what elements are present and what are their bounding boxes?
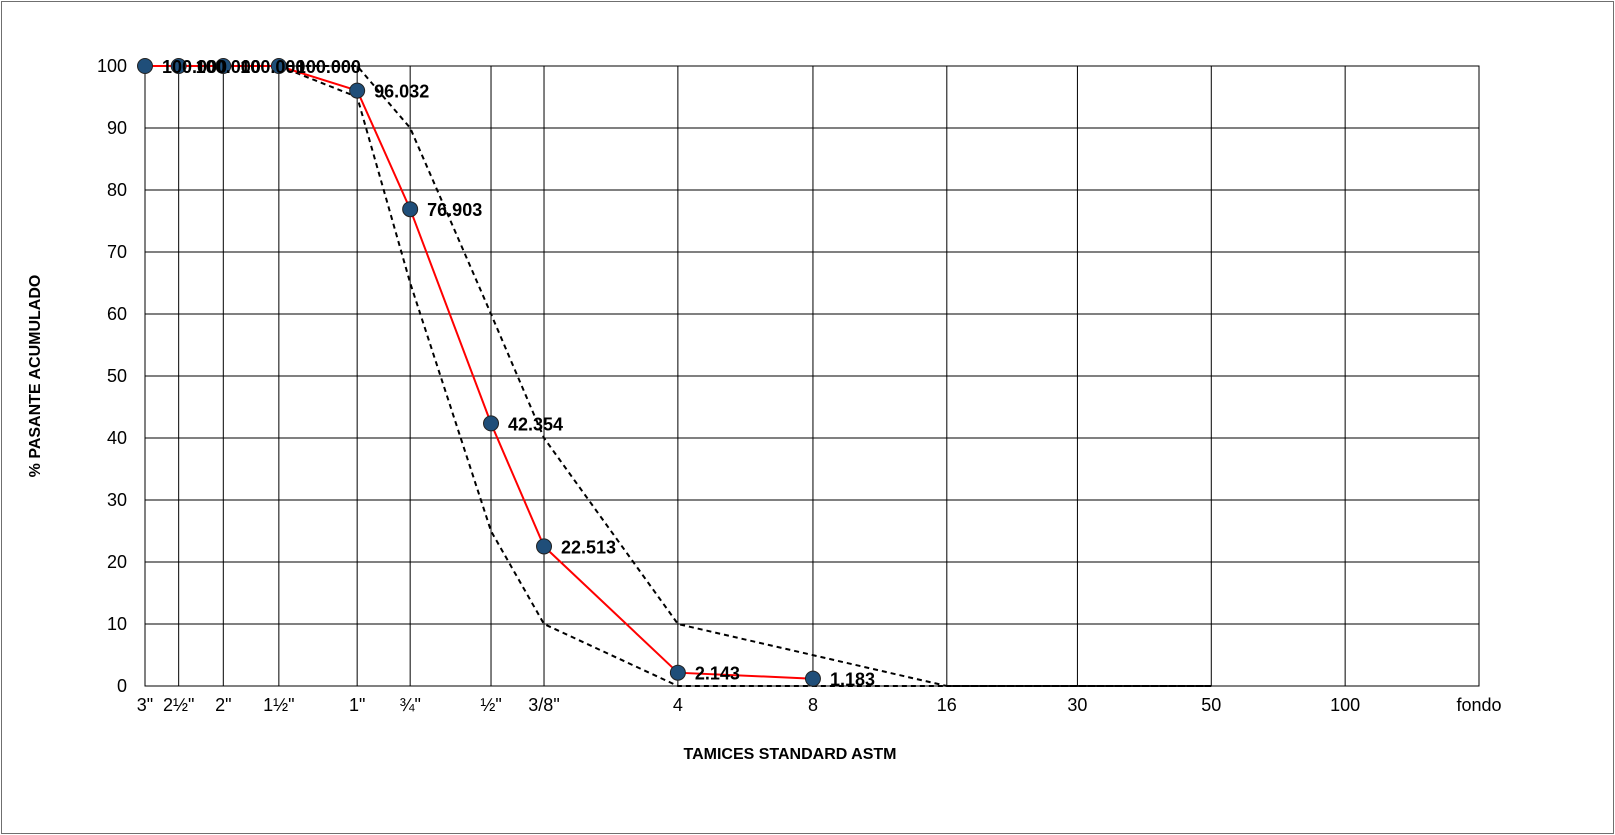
- data-label: 76.903: [427, 200, 482, 220]
- upper-limit-line: [278, 65, 1212, 687]
- x-tick-label: fondo: [1456, 695, 1501, 715]
- x-tick-label: 100: [1330, 695, 1360, 715]
- data-point: [483, 415, 500, 432]
- y-axis-title: % PASANTE ACUMULADO: [27, 275, 44, 478]
- y-tick-label: 100: [97, 56, 127, 76]
- data-point: [170, 58, 187, 74]
- data-label: 96.032: [374, 82, 429, 102]
- data-point: [349, 82, 366, 99]
- data-label: 100.000: [162, 57, 227, 77]
- y-tick-label: 90: [107, 118, 127, 138]
- x-axis-title: TAMICES STANDARD ASTM: [683, 746, 896, 763]
- data-point: [270, 58, 287, 74]
- y-tick-label: 50: [107, 366, 127, 386]
- x-tick-label: 50: [1201, 695, 1221, 715]
- data-label: 100.000: [196, 57, 261, 77]
- x-tick-label: 1": [349, 695, 365, 715]
- x-tick-label: 1½": [263, 695, 294, 715]
- y-tick-label: 80: [107, 180, 127, 200]
- x-tick-label: ½": [480, 695, 501, 715]
- x-tick-label: 2½": [163, 695, 194, 715]
- x-tick-label: 30: [1067, 695, 1087, 715]
- measured-curve: [137, 58, 821, 687]
- data-point: [215, 58, 232, 74]
- grid: [144, 65, 1480, 687]
- y-tick-label: 10: [107, 614, 127, 634]
- ticks: 0 10 20 30 40 50 60 70 80 90 100 3" 2½" 2" 1½" 1" ¾" ½" 3/…: [97, 56, 1502, 715]
- data-label: 100.000: [240, 57, 305, 77]
- data-point: [536, 538, 553, 555]
- lower-limit-line: [278, 65, 1212, 687]
- data-point: [804, 670, 821, 687]
- y-tick-label: 40: [107, 428, 127, 448]
- x-tick-label: 3/8": [528, 695, 559, 715]
- data-label: 1.183: [830, 670, 875, 690]
- x-tick-label: ¾": [399, 695, 420, 715]
- y-tick-label: 20: [107, 552, 127, 572]
- data-label: 42.354: [508, 414, 563, 434]
- data-label: 22.513: [561, 537, 616, 557]
- y-tick-label: 60: [107, 304, 127, 324]
- x-tick-label: 16: [937, 695, 957, 715]
- data-point: [669, 664, 686, 681]
- x-tick-label: 2": [215, 695, 231, 715]
- data-label: 2.143: [695, 664, 740, 684]
- y-tick-label: 70: [107, 242, 127, 262]
- x-tick-label: 8: [808, 695, 818, 715]
- x-tick-label: 4: [673, 695, 683, 715]
- limit-curves: [278, 65, 1212, 687]
- data-point: [137, 58, 153, 74]
- data-point: [402, 201, 419, 218]
- y-tick-label: 0: [117, 676, 127, 696]
- x-tick-label: 3": [137, 695, 153, 715]
- data-label: 100.000: [296, 57, 361, 77]
- measured-line: [145, 65, 814, 680]
- y-tick-label: 30: [107, 490, 127, 510]
- data-labels: 100.000100.000100.000100.00096.03276.903…: [162, 57, 875, 690]
